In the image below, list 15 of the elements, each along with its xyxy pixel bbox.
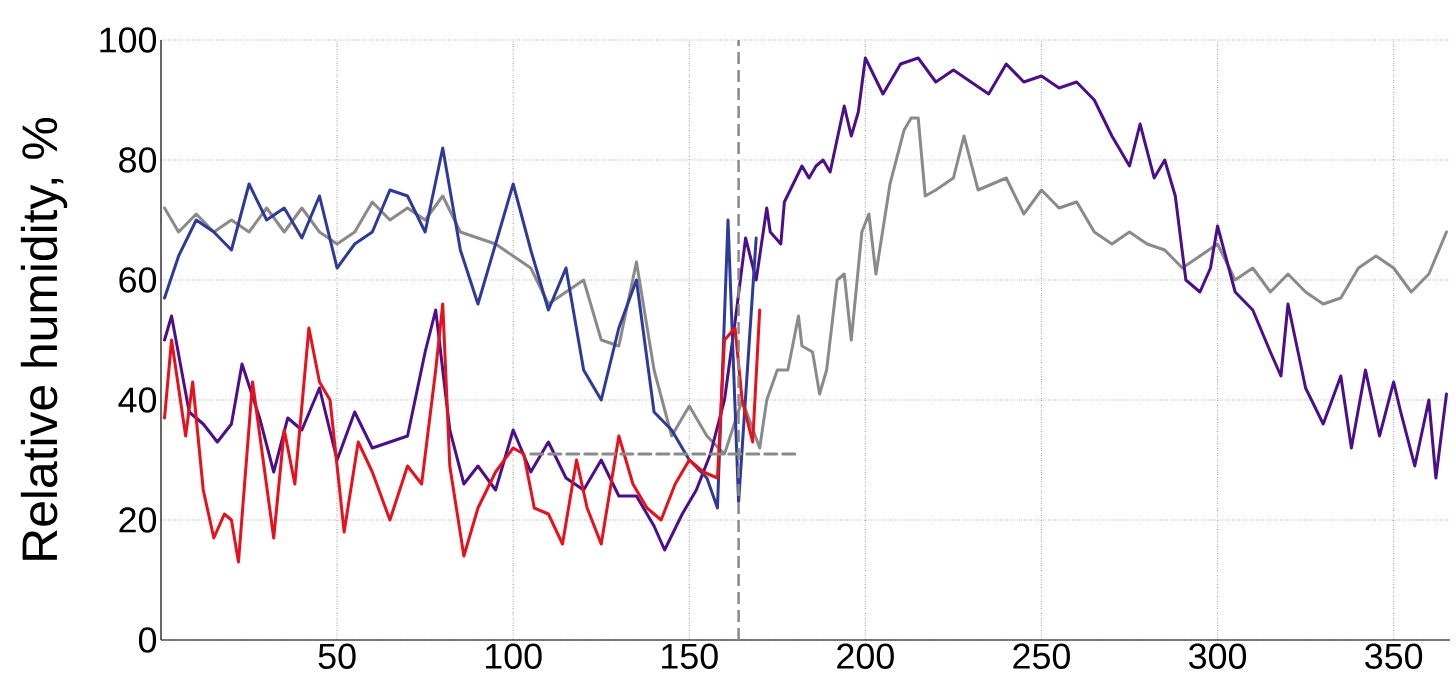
y-tick-label: 20	[119, 507, 157, 533]
y-tick-label: 40	[118, 387, 157, 413]
x-tick-label: 350	[1365, 643, 1423, 669]
x-tick-label: 100	[486, 643, 542, 669]
x-tick-label: 50	[318, 643, 356, 669]
x-tick-label: 250	[1013, 643, 1070, 669]
line-series	[163, 302, 762, 564]
x-tick-label: 150	[662, 643, 718, 669]
y-tick-label: 0	[138, 627, 157, 653]
x-tick-label: 200	[837, 643, 894, 669]
y-tick-label: 60	[119, 267, 157, 293]
y-axis-title: Relative humidity, %	[20, 118, 68, 560]
x-tick-label: 300	[1188, 643, 1247, 669]
y-tick-label: 80	[119, 147, 157, 173]
y-tick-label: 100	[100, 27, 157, 53]
